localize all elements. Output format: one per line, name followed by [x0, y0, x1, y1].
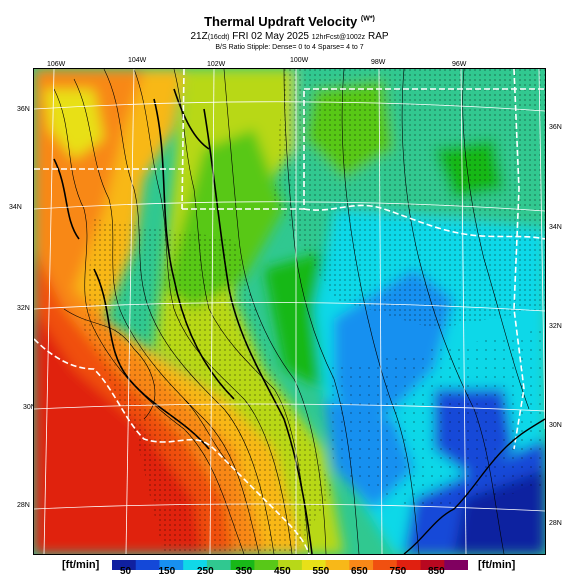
chart-title: Thermal Updraft Velocity (W*)	[204, 14, 375, 29]
lat-label-left-36n: 36N	[17, 106, 30, 113]
lat-label-right-36n: 36N	[549, 124, 562, 131]
colorbar-swatch	[254, 560, 279, 570]
stipple-note: B/S Ratio Stipple: Dense= 0 to 4 Sparse=…	[215, 44, 364, 51]
colorbar-tick-label: 150	[158, 566, 176, 577]
colorbar-tick-label: 350	[235, 566, 253, 577]
colorbar-swatch	[301, 560, 327, 570]
lat-label-left-34n: 34N	[9, 204, 22, 211]
lat-label-right-30n: 30N	[549, 422, 562, 429]
colorbar-swatch	[159, 560, 184, 570]
colorbar-tick-label: 650	[351, 566, 368, 577]
colorbar	[112, 557, 469, 575]
lat-label-right-34n: 34N	[549, 224, 562, 231]
thermal-updraft-map	[34, 69, 545, 554]
colorbar-swatch	[396, 560, 422, 570]
lat-label-left-30n: 30N	[23, 404, 36, 411]
colorbar-tick-label: 550	[312, 566, 330, 577]
lon-label-104w: 104W	[128, 57, 147, 64]
colorbar-swatch	[206, 560, 232, 570]
colorbar-swatch	[325, 560, 350, 570]
map-panel	[33, 68, 546, 555]
colorbar-swatch	[349, 560, 374, 570]
colorbar-tick-label: 750	[389, 566, 407, 577]
colorbar-swatch	[373, 560, 398, 570]
colorbar-swatch	[420, 560, 445, 570]
lon-label-102w: 102W	[207, 61, 226, 68]
lon-label-106w: 106W	[47, 61, 66, 68]
colorbar-swatches	[112, 560, 469, 570]
units-label-right: [ft/min]	[478, 559, 516, 571]
colorbar-swatch	[112, 560, 137, 570]
terrain-contours	[53, 69, 530, 554]
chart-subtitle: 21Z(16cdt) FRI 02 May 2025 12hrFcst@1002…	[190, 31, 389, 42]
colorbar-tick-label: 450	[274, 566, 291, 577]
title-superscript: (W*)	[360, 15, 375, 23]
lat-label-right-32n: 32N	[549, 323, 562, 330]
lat-label-left-28n: 28N	[17, 502, 30, 509]
colorbar-tick-label: 50	[120, 566, 132, 577]
latlon-grid	[34, 69, 545, 554]
stipple-dense-central	[84, 219, 334, 554]
lon-label-96w: 96W	[452, 61, 467, 68]
colorbar-swatch	[135, 560, 160, 570]
state-borders	[34, 69, 545, 554]
colorbar-tick-label: 250	[197, 566, 214, 577]
lat-label-right-28n: 28N	[549, 520, 562, 527]
coastline	[403, 418, 545, 554]
lon-label-100w: 100W	[290, 57, 309, 64]
colorbar-swatch	[230, 560, 255, 570]
lat-label-left-32n: 32N	[17, 305, 30, 312]
colorbar-swatch	[278, 560, 303, 570]
stipple-dense-north	[274, 69, 545, 329]
lon-label-98w: 98W	[371, 59, 386, 66]
stipple-sparse-east	[324, 329, 545, 509]
colorbar-tick-label: 850	[428, 566, 445, 577]
colorbar-swatch	[444, 560, 469, 570]
colorbar-swatch	[183, 560, 208, 570]
units-label-left: [ft/min]	[62, 559, 100, 571]
